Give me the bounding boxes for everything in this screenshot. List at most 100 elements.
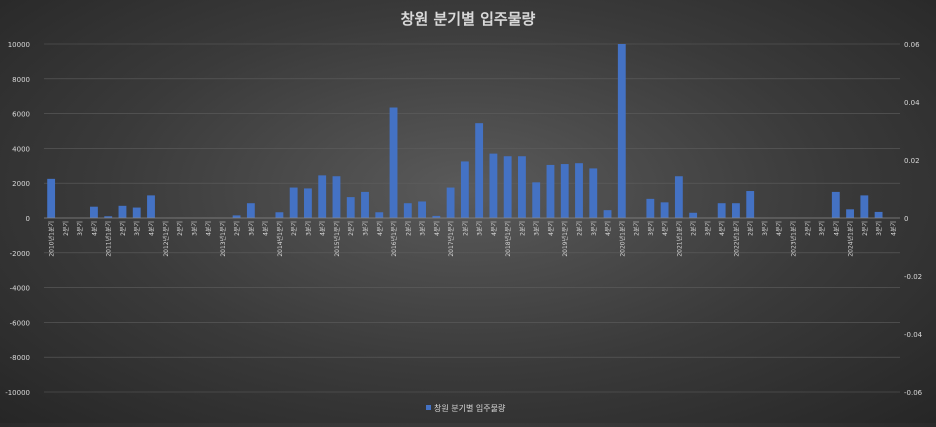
chart-title: 창원 분기별 입주물량 xyxy=(401,10,536,28)
x-tick-label: 3분기 xyxy=(761,221,769,236)
x-tick-label: 2024년1분기 xyxy=(847,221,855,257)
x-tick-label: 4분기 xyxy=(832,221,840,236)
bar xyxy=(246,203,255,218)
x-tick-label: 2분기 xyxy=(347,221,355,236)
bar xyxy=(603,210,612,218)
bar xyxy=(560,164,569,218)
x-tick-label: 2014년1분기 xyxy=(276,221,284,257)
bar xyxy=(104,216,113,218)
y2-tick-label: -0.04 xyxy=(904,331,923,339)
bar xyxy=(418,201,426,218)
y-tick-label: -8000 xyxy=(10,354,30,362)
x-tick-label: 2012년1분기 xyxy=(162,221,170,257)
bar xyxy=(846,209,854,218)
y2-tick-label: 0.04 xyxy=(904,99,920,107)
bar xyxy=(275,212,284,218)
bar xyxy=(717,203,726,218)
legend-swatch xyxy=(426,405,431,410)
bar xyxy=(90,206,98,218)
x-tick-label: 3분기 xyxy=(704,221,712,236)
x-tick-label: 3분기 xyxy=(247,221,255,236)
bar xyxy=(47,178,56,218)
x-tick-label: 3분기 xyxy=(875,221,883,236)
y-tick-label: 8000 xyxy=(12,76,30,84)
x-tick-label: 2분기 xyxy=(747,221,755,236)
bar xyxy=(346,197,355,218)
x-tick-label: 3분기 xyxy=(76,221,84,236)
bar xyxy=(118,205,127,218)
bar xyxy=(475,123,484,218)
y-tick-label: -6000 xyxy=(10,319,30,327)
x-tick-label: 2017년1분기 xyxy=(447,221,455,257)
x-tick-label: 2010년1분기 xyxy=(48,221,56,257)
x-tick-label: 2018년1분기 xyxy=(504,221,512,257)
x-tick-label: 4분기 xyxy=(718,221,726,236)
x-tick-label: 3분기 xyxy=(590,221,598,236)
y-tick-label: 6000 xyxy=(12,111,30,119)
bar xyxy=(132,207,141,218)
bar xyxy=(646,198,655,218)
x-tick-label: 2분기 xyxy=(804,221,812,236)
x-tick-label: 4분기 xyxy=(90,221,98,236)
x-axis-tick-labels: 2010년1분기 2분기 3분기 4분기 2011년1분기 2분기 3분기 4분기 2012년1… xyxy=(48,221,898,257)
x-tick-label: 2019년1분기 xyxy=(561,221,569,257)
bar xyxy=(674,176,683,218)
x-tick-label: 3분기 xyxy=(533,221,541,236)
x-tick-label: 3분기 xyxy=(362,221,370,236)
x-tick-label: 4분기 xyxy=(319,221,327,236)
bar xyxy=(732,203,740,218)
x-tick-label: 2분기 xyxy=(461,221,469,236)
bar xyxy=(389,107,398,218)
y-tick-label: -4000 xyxy=(10,285,30,293)
bar xyxy=(375,212,384,218)
secondary-y-axis-tick-labels: 0.06 0.04 0.02 0 -0.02 -0.04 -0.06 xyxy=(904,41,923,397)
x-tick-label: 2분기 xyxy=(62,221,70,236)
x-tick-label: 4분기 xyxy=(433,221,441,236)
x-tick-label: 2분기 xyxy=(518,221,526,236)
bar xyxy=(460,161,469,218)
bar xyxy=(589,168,598,218)
x-tick-label: 2011년1분기 xyxy=(105,221,113,257)
y2-tick-label: 0 xyxy=(904,215,908,223)
x-tick-label: 4분기 xyxy=(490,221,498,236)
x-tick-label: 2023년1분기 xyxy=(790,221,798,257)
y-tick-label: -10000 xyxy=(5,389,30,397)
y2-tick-label: -0.02 xyxy=(904,273,922,281)
y-tick-label: -2000 xyxy=(10,250,30,258)
y-tick-label: 2000 xyxy=(12,180,30,188)
bar xyxy=(831,191,840,218)
bar xyxy=(361,191,369,218)
x-tick-label: 2분기 xyxy=(176,221,184,236)
bar xyxy=(318,175,327,218)
x-tick-label: 4분기 xyxy=(148,221,156,236)
x-tick-label: 4분기 xyxy=(262,221,270,236)
x-tick-label: 2분기 xyxy=(861,221,869,236)
bar xyxy=(503,156,512,218)
bar xyxy=(617,44,626,218)
y-axis-tick-labels: 10000 8000 6000 4000 2000 0 -2000 -4000 -6000 -80… xyxy=(5,41,30,397)
x-tick-label: 3분기 xyxy=(419,221,427,236)
bar xyxy=(860,195,869,218)
x-tick-label: 4분기 xyxy=(661,221,669,236)
x-tick-label: 4분기 xyxy=(205,221,213,236)
x-tick-label: 2021년1분기 xyxy=(675,221,683,257)
x-tick-label: 2015년1분기 xyxy=(333,221,341,257)
bar xyxy=(546,164,555,218)
x-tick-label: 3분기 xyxy=(818,221,826,236)
bar xyxy=(304,188,312,218)
x-tick-label: 2분기 xyxy=(576,221,584,236)
y-tick-label: 10000 xyxy=(8,41,30,49)
x-tick-label: 2분기 xyxy=(690,221,698,236)
x-tick-label: 2020년1분기 xyxy=(618,221,626,257)
legend: 창원 분기별 입주물량 xyxy=(426,403,506,413)
x-tick-label: 2분기 xyxy=(233,221,241,236)
x-tick-label: 2022년1분기 xyxy=(732,221,740,257)
x-tick-label: 4분기 xyxy=(889,221,897,236)
x-tick-label: 4분기 xyxy=(547,221,555,236)
y2-tick-label: 0.06 xyxy=(904,41,920,49)
x-tick-label: 3분기 xyxy=(476,221,484,236)
x-tick-label: 2분기 xyxy=(290,221,298,236)
y2-tick-label: 0.02 xyxy=(904,157,920,165)
y-tick-label: 0 xyxy=(26,215,30,223)
